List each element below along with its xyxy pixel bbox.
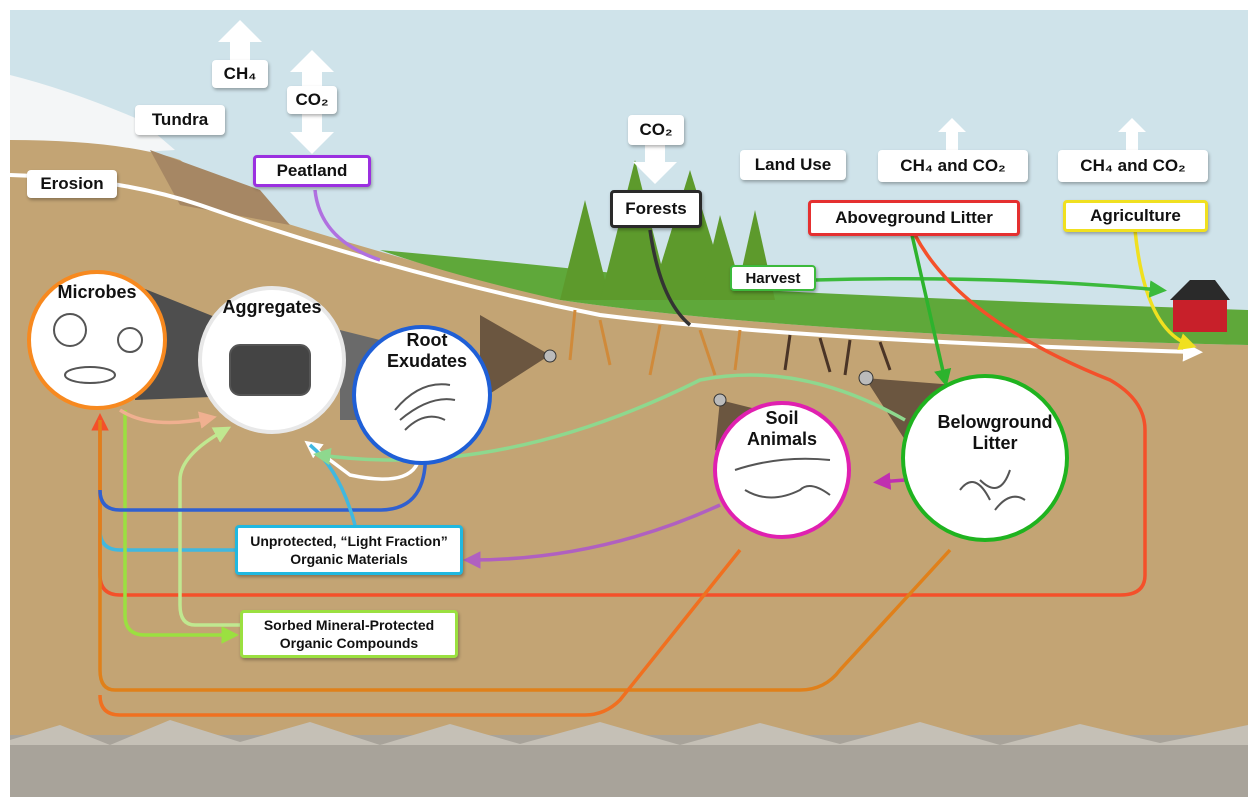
label: CH₄ and CO₂	[1058, 150, 1208, 182]
body: Tundra CH₄ CO₂ Erosion Peatland CO₂ Fore…	[0, 0, 1248, 797]
pool-label: Soil Animals	[742, 408, 822, 450]
diagram: Tundra CH₄ CO₂ Erosion Peatland CO₂ Fore…	[0, 0, 1248, 797]
page: Soil carbon diagram {"labels": {"ch4": "…	[0, 0, 1248, 797]
node-dot	[714, 394, 726, 406]
label: CH₄ and CO₂	[878, 150, 1028, 182]
label: Agriculture	[1063, 200, 1208, 232]
label: CO₂	[628, 115, 684, 145]
label: Land Use	[740, 150, 846, 180]
label: Erosion	[27, 170, 117, 198]
node-dot	[544, 350, 556, 362]
label: Aboveground Litter	[808, 200, 1020, 236]
pool-box: Unprotected, “Light Fraction” Organic Ma…	[235, 525, 463, 575]
node-dot	[859, 371, 873, 385]
label: Peatland	[253, 155, 371, 187]
label: CH₄	[212, 60, 268, 88]
label: Forests	[610, 190, 702, 228]
label: CO₂	[287, 86, 337, 114]
label: Harvest	[730, 265, 816, 291]
pool-box: Sorbed Mineral-Protected Organic Compoun…	[240, 610, 458, 658]
pool-label: Belowground Litter	[925, 412, 1065, 454]
pool-label: Aggregates	[202, 297, 342, 318]
pool-label: Root Exudates	[382, 330, 472, 372]
belowground-litter-circle	[903, 376, 1067, 540]
pool-label: Microbes	[47, 282, 147, 303]
label: Tundra	[135, 105, 225, 135]
